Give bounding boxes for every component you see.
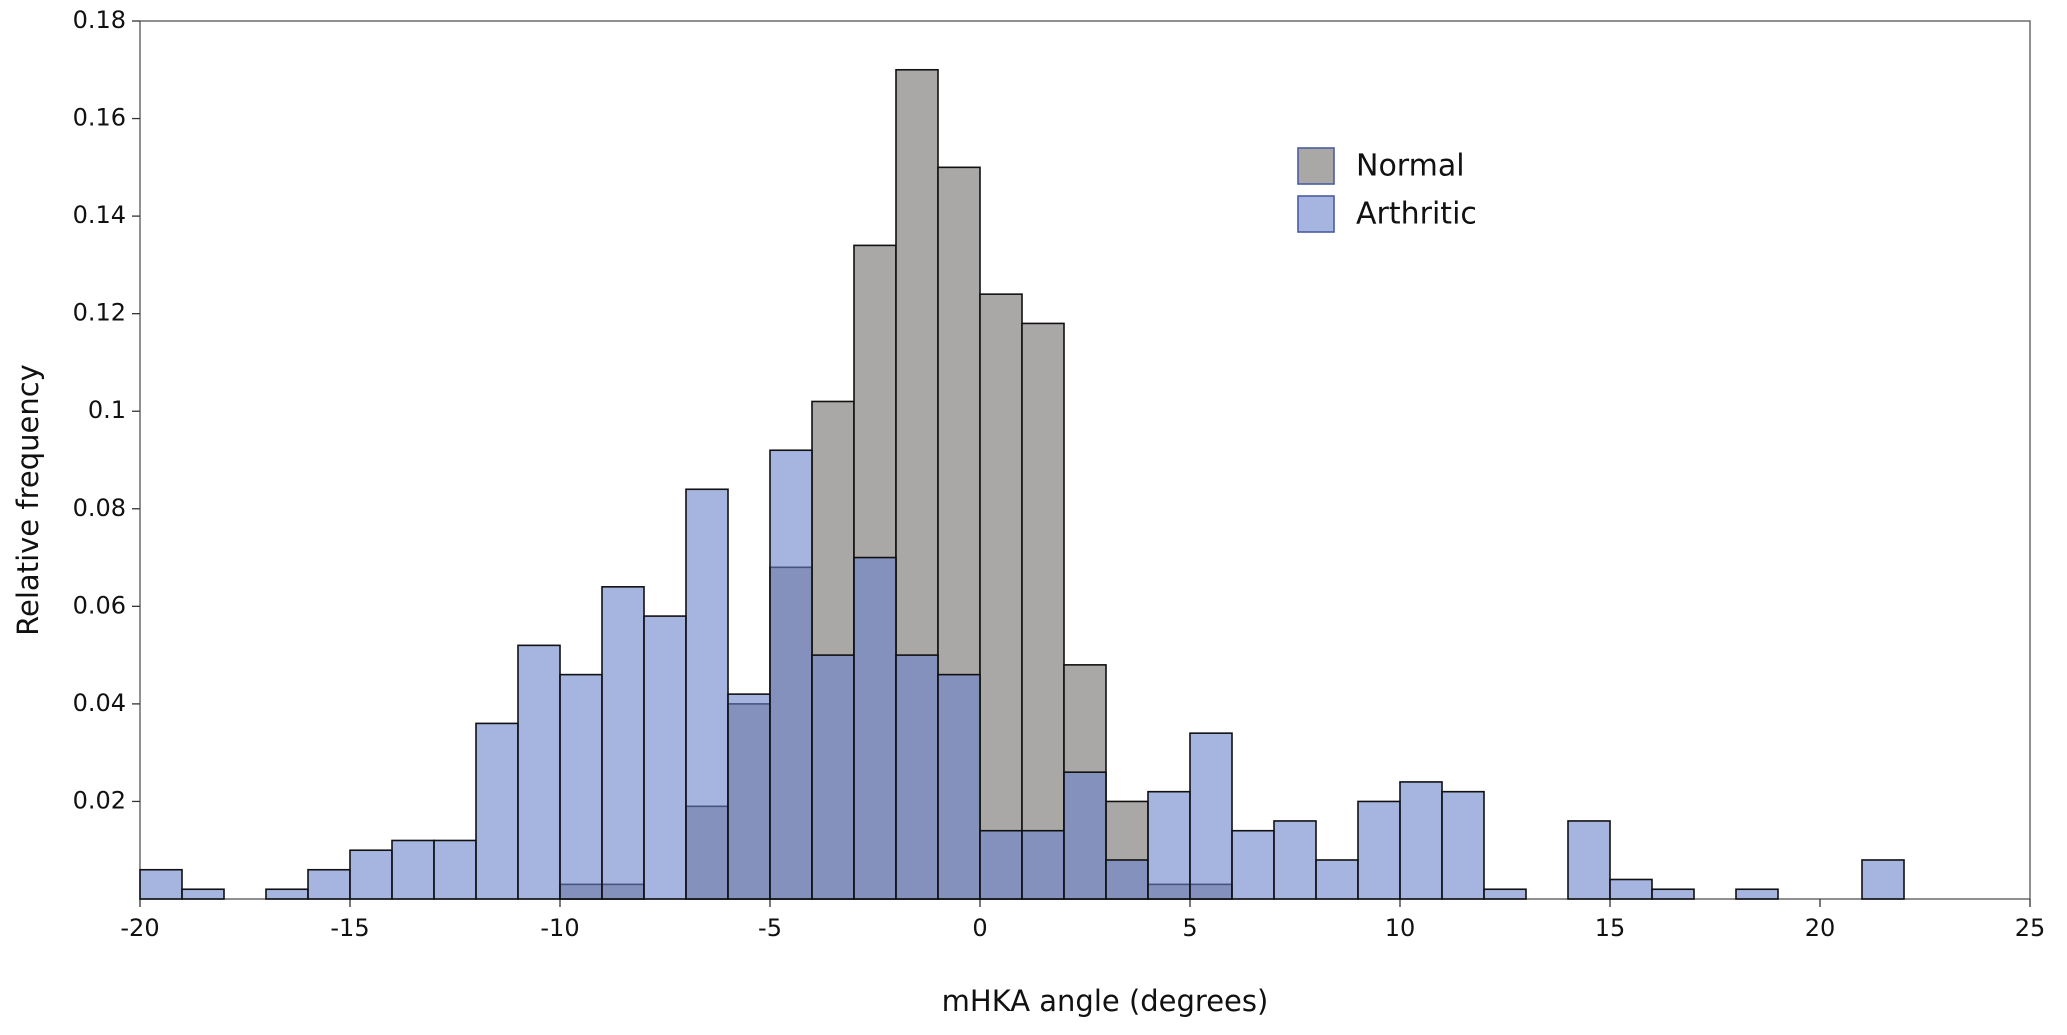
histogram-bar: [1651, 888, 1695, 900]
histogram-bar: [307, 868, 351, 900]
x-tick-label: -20: [120, 914, 159, 942]
histogram-bar: [1273, 820, 1317, 900]
histogram-bar: [1063, 771, 1107, 900]
y-tick-label: 0.06: [73, 591, 126, 619]
legend-label: Normal: [1356, 149, 1465, 184]
y-tick-label: 0.02: [73, 786, 126, 814]
histogram-bar: [601, 586, 645, 900]
x-tick-label: 0: [972, 914, 987, 942]
legend-swatch: [1297, 147, 1335, 185]
y-tick-label: 0.14: [73, 201, 126, 229]
histogram-bar: [1357, 800, 1401, 900]
y-tick-label: 0.12: [73, 299, 126, 327]
x-tick-label: 15: [1595, 914, 1626, 942]
histogram-bar: [769, 449, 813, 900]
histogram-bar: [517, 644, 561, 900]
histogram-bar: [1147, 790, 1191, 900]
x-tick-label: 20: [1805, 914, 1836, 942]
histogram-bar: [895, 654, 939, 900]
histogram-bar: [937, 673, 981, 900]
y-tick-label: 0.08: [73, 494, 126, 522]
x-tick-label: -5: [758, 914, 782, 942]
histogram-bar: [349, 849, 393, 900]
histogram-bar: [1483, 888, 1527, 900]
y-tick-label: 0.18: [73, 6, 126, 34]
histogram-bar: [559, 673, 603, 900]
histogram-bar: [1567, 820, 1611, 900]
histogram-bar: [391, 839, 435, 900]
histogram-bar: [727, 693, 771, 900]
histogram-bar: [643, 615, 687, 900]
y-axis-label: Relative frequency: [11, 364, 45, 636]
x-tick-label: 10: [1385, 914, 1416, 942]
histogram-bar: [265, 888, 309, 900]
x-tick-label: 5: [1182, 914, 1197, 942]
histogram-bar: [979, 293, 1023, 900]
histogram-bar: [1189, 732, 1233, 900]
histogram-bar: [979, 829, 1023, 900]
histogram-bar: [1021, 322, 1065, 900]
x-axis-label: mHKA angle (degrees): [942, 984, 1269, 1018]
legend-swatch: [1297, 195, 1335, 233]
histogram-bar: [1609, 878, 1653, 900]
y-tick-label: 0.16: [73, 104, 126, 132]
y-tick-label: 0.04: [73, 689, 126, 717]
histogram-bar: [1231, 829, 1275, 900]
histogram-bar: [1021, 829, 1065, 900]
histogram-bar: [685, 488, 729, 900]
x-tick-label: -15: [330, 914, 369, 942]
x-tick-label: 25: [2015, 914, 2046, 942]
histogram-bar: [139, 868, 183, 900]
histogram-bar: [853, 556, 897, 900]
x-tick-label: -10: [540, 914, 579, 942]
histogram-bar: [811, 654, 855, 900]
histogram-bar: [1105, 859, 1149, 900]
legend-label: Arthritic: [1356, 197, 1477, 232]
y-tick-label: 0.1: [88, 396, 126, 424]
histogram-bar: [1441, 790, 1485, 900]
histogram-bar: [1399, 781, 1443, 900]
histogram-bar: [1861, 859, 1905, 900]
histogram-bar: [475, 722, 519, 900]
histogram-bar: [1315, 859, 1359, 900]
histogram-bar: [181, 888, 225, 900]
histogram-bar: [433, 839, 477, 900]
histogram-bar: [1735, 888, 1779, 900]
